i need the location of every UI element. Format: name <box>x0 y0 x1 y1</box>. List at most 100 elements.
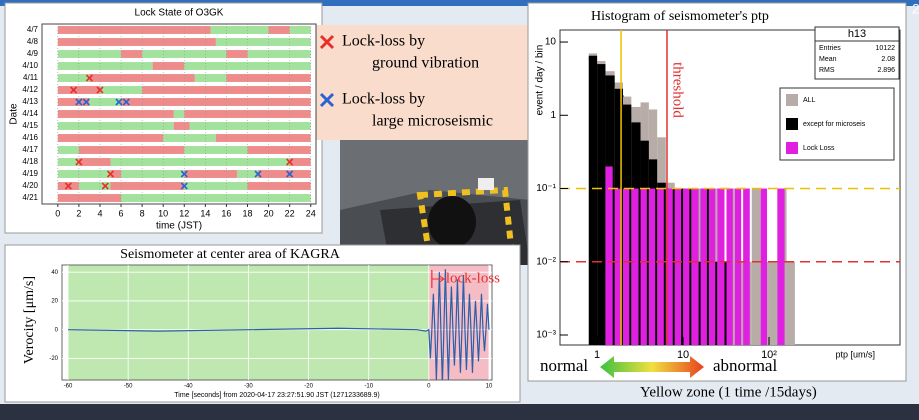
x-tick-label: 12 <box>179 208 189 218</box>
lock-segment <box>195 74 227 82</box>
slide: 2 normal abnormal Yellow zone (1 time /1… <box>0 0 919 420</box>
hist-bar <box>726 189 732 345</box>
y-tick-label: 4/15 <box>22 121 38 130</box>
lock-segment <box>269 26 290 34</box>
hist-bar <box>675 189 681 345</box>
hist-bar <box>683 189 689 345</box>
x-tick-label: 4 <box>97 208 102 218</box>
x-axis-label: Time [seconds] from 2020-04-17 23:27:51.… <box>174 392 379 399</box>
hist-bar <box>589 56 597 345</box>
lock-segment <box>58 122 174 130</box>
hist-bar <box>631 189 638 345</box>
chart-title: Seismometer at center area of KAGRA <box>120 247 341 262</box>
y-tick-label: 4/9 <box>27 49 39 58</box>
hist-bar <box>605 166 612 345</box>
y-tick-label: 4/17 <box>22 145 38 154</box>
stats-title: h13 <box>848 28 866 40</box>
y-axis-label: Verocity [μm/s] <box>22 276 37 364</box>
x-tick-label: 16 <box>221 208 231 218</box>
chart-title: Lock State of O3GK <box>135 8 224 19</box>
hist-bar <box>787 262 795 345</box>
lock-segment <box>216 134 311 142</box>
lock-segment <box>121 170 184 178</box>
x-tick-label: -10 <box>364 384 373 390</box>
y-tick-label: 4/7 <box>27 25 39 34</box>
lock-segment <box>248 50 311 58</box>
y-tick-label: 4/12 <box>22 85 38 94</box>
lock-segment <box>111 170 122 178</box>
lock-segment <box>79 158 111 166</box>
lock-segment <box>58 98 90 106</box>
hist-bar <box>623 189 629 345</box>
hist-bar <box>641 189 647 345</box>
lock-segment <box>58 74 90 82</box>
lock-segment <box>111 158 290 166</box>
x-tick-label: 0 <box>55 208 60 218</box>
stats-key: RMS <box>819 67 835 74</box>
hist-bar <box>717 189 724 345</box>
x-tick-label: 1 <box>594 349 600 361</box>
legend-swatch <box>786 118 798 130</box>
chart-title: Histogram of seismometer's ptp <box>591 9 769 24</box>
lock-segment <box>121 50 142 58</box>
hist-bar <box>752 189 761 345</box>
lock-segment <box>79 146 184 154</box>
y-tick-label: 4/14 <box>22 109 38 118</box>
x-axis-label: ptp [um/s] <box>835 349 875 359</box>
y-tick-label: 4/8 <box>27 37 39 46</box>
lock-segment <box>216 38 311 46</box>
hist-bar <box>615 189 621 345</box>
lock-segment <box>153 62 185 70</box>
x-tick-label: -40 <box>184 384 193 390</box>
y-axis-label: Date <box>9 103 20 125</box>
y-tick-label: 4/16 <box>22 133 38 142</box>
y-tick-label: 40 <box>51 270 58 276</box>
lock-segment <box>58 110 174 118</box>
lock-segment <box>58 26 211 34</box>
lock-segment <box>174 122 190 130</box>
x-tick-label: 8 <box>140 208 145 218</box>
reference-label: threshold <box>670 62 686 118</box>
page-number: 2 <box>912 1 919 17</box>
lock-segment <box>211 26 269 34</box>
legend-swatch <box>786 94 798 106</box>
legend-swatch <box>786 142 798 154</box>
lock-segment <box>190 122 311 130</box>
hist-bar <box>691 189 698 345</box>
stats-value: 2.08 <box>881 56 895 63</box>
lock-segment <box>121 194 311 202</box>
x-tick-label: 10 <box>158 208 168 218</box>
lock-segment <box>121 98 311 106</box>
hist-bar <box>709 189 715 345</box>
lock-segment <box>174 110 185 118</box>
y-tick-label: -20 <box>49 356 58 362</box>
scale-note: Yellow zone (1 time /15days) <box>640 384 817 400</box>
y-tick-label: 10⁻¹ <box>536 183 556 194</box>
x-tick-label: 10 <box>677 349 689 361</box>
y-tick-label: 4/18 <box>22 157 38 166</box>
lock-segment <box>58 50 121 58</box>
legend-label: ALL <box>803 97 816 104</box>
legend-label: ground vibration <box>372 55 479 72</box>
y-tick-label: 4/21 <box>22 193 38 202</box>
x-tick-label: -60 <box>64 384 73 390</box>
hist-bar <box>597 64 605 345</box>
hist-bar <box>761 189 767 345</box>
x-tick-label: -30 <box>244 384 253 390</box>
x-tick-label: -20 <box>304 384 313 390</box>
lock-segment <box>58 62 153 70</box>
y-tick-label: 4/11 <box>23 73 39 82</box>
x-tick-label: 18 <box>242 208 252 218</box>
lock-segment <box>58 134 163 142</box>
hist-bar <box>743 189 750 345</box>
lock-segment <box>184 182 247 190</box>
x-tick-label: 10² <box>761 349 777 361</box>
hist-bar <box>701 189 707 345</box>
x-tick-label: 20 <box>264 208 274 218</box>
stats-key: Mean <box>819 56 837 63</box>
y-tick-label: 10⁻² <box>536 256 556 267</box>
lock-segment <box>290 26 311 34</box>
hist-bar <box>777 189 784 345</box>
y-tick-label: 4/13 <box>22 97 38 106</box>
x-tick-label: 2 <box>76 208 81 218</box>
